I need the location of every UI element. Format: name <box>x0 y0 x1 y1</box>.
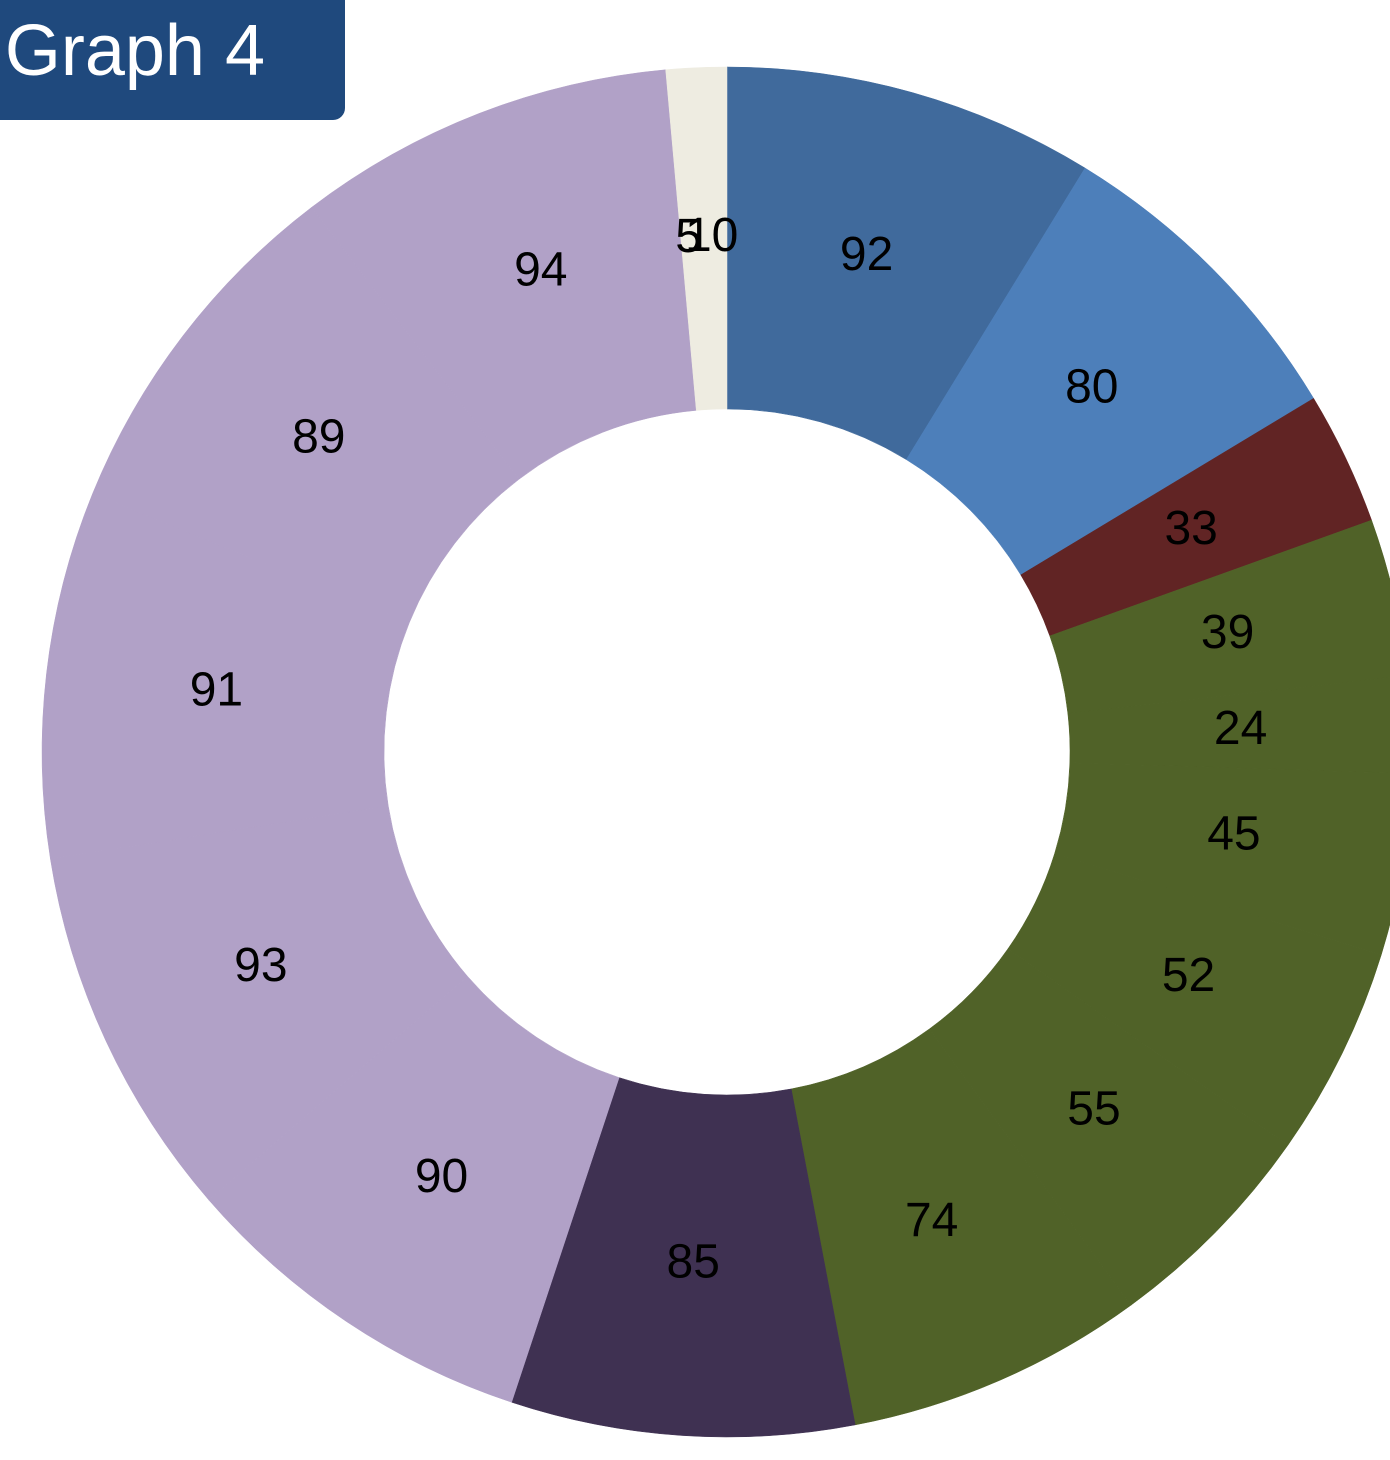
slice <box>311 69 697 480</box>
data-label: 91 <box>190 664 243 717</box>
data-label: 10 <box>685 209 738 262</box>
slice <box>685 66 728 410</box>
slice <box>92 207 520 623</box>
chart-title: Graph 4 <box>5 11 265 91</box>
data-label: 55 <box>1067 1083 1120 1136</box>
slices <box>41 66 1390 1438</box>
slice <box>726 66 1086 460</box>
data-label: 92 <box>840 228 893 281</box>
labels: 92 80 33 39 24 45 52 55 74 85 90 93 91 89 94 510 <box>190 209 1268 1289</box>
data-label: 85 <box>667 1236 720 1289</box>
data-label: 5 <box>675 210 702 263</box>
data-label: 89 <box>292 410 345 463</box>
data-label: 24 <box>1214 702 1267 755</box>
slice <box>905 167 1314 576</box>
data-label: 33 <box>1164 502 1217 555</box>
slice <box>790 1028 1132 1426</box>
slice <box>41 493 410 860</box>
data-label: 39 <box>1201 606 1254 659</box>
data-label: 74 <box>905 1194 958 1247</box>
data-label: 90 <box>415 1150 468 1203</box>
slice <box>1049 519 1390 714</box>
data-label: 45 <box>1207 808 1260 861</box>
slice <box>208 975 620 1403</box>
data-label: 93 <box>234 939 287 992</box>
slice <box>511 1077 856 1438</box>
slice <box>50 805 468 1201</box>
data-label: 52 <box>1162 949 1215 1002</box>
data-label: 80 <box>1065 361 1118 414</box>
data-label: 94 <box>514 244 567 297</box>
title-box <box>0 0 345 120</box>
